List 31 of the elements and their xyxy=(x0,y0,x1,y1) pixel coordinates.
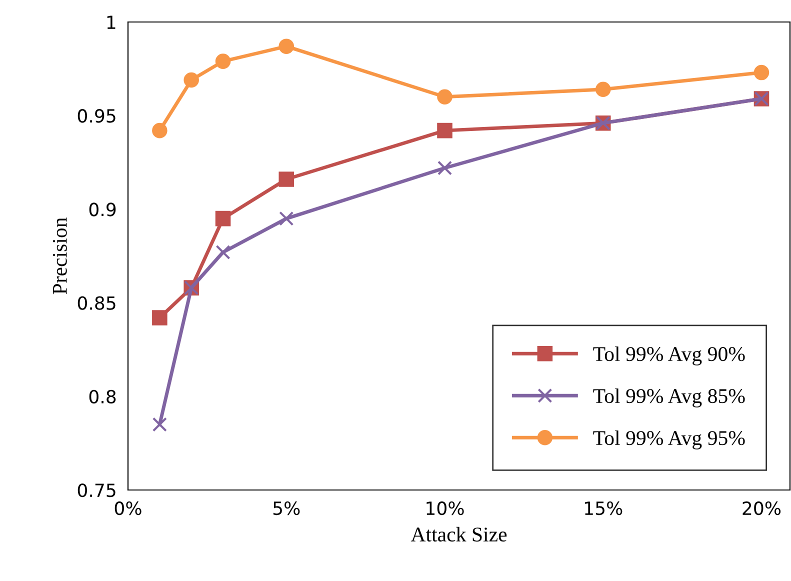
point xyxy=(152,417,167,432)
point xyxy=(754,64,770,80)
point xyxy=(278,38,294,54)
point xyxy=(437,160,452,176)
y-tick-label: 0.95 xyxy=(78,109,116,123)
point xyxy=(437,89,452,105)
y-tick-label: 0.85 xyxy=(78,296,116,310)
x-tick-label: 20% xyxy=(742,501,781,516)
x-tick-label: 0% xyxy=(114,501,142,516)
point xyxy=(152,122,168,138)
y-tick-label: 1 xyxy=(107,16,116,29)
x-axis-title: Attack Size xyxy=(410,526,507,542)
y-tick-label: 0.9 xyxy=(89,202,116,216)
point xyxy=(437,122,452,138)
point xyxy=(184,72,199,88)
point xyxy=(595,82,611,98)
y-tick-label: 0.8 xyxy=(89,390,116,404)
point xyxy=(216,244,230,260)
x-tick-label: 5% xyxy=(273,501,300,516)
legend-label: Tol 99% Avg 95% xyxy=(593,430,745,450)
point xyxy=(278,172,294,187)
x-tick-label: 15% xyxy=(585,501,622,516)
point xyxy=(215,210,231,226)
legend-label: Tol 99% Avg 90% xyxy=(593,346,745,366)
x-tick-label: 10% xyxy=(426,501,464,516)
point xyxy=(215,54,231,69)
point xyxy=(152,310,168,326)
legend-label: Tol 99% Avg 85% xyxy=(593,388,745,408)
y-axis-title: Precision xyxy=(52,218,67,294)
y-tick-label: 0.75 xyxy=(78,483,116,498)
point xyxy=(279,211,294,226)
